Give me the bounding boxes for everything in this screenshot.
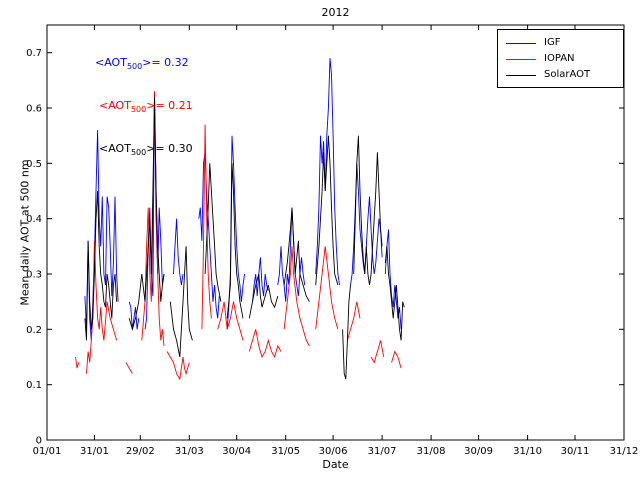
annotation-mean-solaraot-sub: 500 bbox=[130, 148, 147, 158]
series-iopan-line bbox=[391, 350, 402, 369]
series-iopan-line bbox=[315, 246, 339, 330]
x-tick-label: 31/10 bbox=[513, 446, 542, 457]
y-tick-label: 0.1 bbox=[26, 380, 42, 391]
legend: IGF IOPAN SolarAOT bbox=[497, 29, 624, 88]
annotation-mean-igf-prefix: <AOT bbox=[95, 56, 127, 69]
x-tick-label: 31/05 bbox=[271, 446, 300, 457]
x-tick-label: 30/06 bbox=[319, 446, 348, 457]
x-tick-label: 31/03 bbox=[175, 446, 204, 457]
y-tick-label: 0.4 bbox=[26, 214, 42, 225]
series-solaraot-line bbox=[315, 135, 339, 286]
series-iopan-line bbox=[125, 362, 133, 374]
annotation-mean-igf: <AOT500>= 0.32 bbox=[95, 56, 189, 71]
legend-item-iopan: IOPAN bbox=[498, 51, 623, 67]
series-solaraot-line bbox=[384, 246, 405, 341]
x-tick-label: 29/02 bbox=[126, 446, 155, 457]
legend-label-iopan: IOPAN bbox=[544, 53, 575, 64]
series-solaraot-line bbox=[128, 96, 165, 331]
y-tick-label: 0 bbox=[36, 436, 42, 447]
annotation-mean-iopan-sub: 500 bbox=[130, 105, 147, 115]
series-iopan-line bbox=[283, 246, 310, 347]
igf-line-swatch-icon bbox=[506, 42, 536, 44]
series-solaraot-line bbox=[226, 163, 244, 319]
y-tick-label: 0.5 bbox=[26, 159, 42, 170]
series-igf-line bbox=[198, 152, 220, 319]
series-igf-line bbox=[84, 130, 119, 341]
series-igf-line bbox=[173, 218, 184, 286]
series-igf-line bbox=[315, 58, 340, 286]
y-tick-label: 0.7 bbox=[26, 48, 42, 59]
x-tick-label: 30/11 bbox=[561, 446, 590, 457]
annotation-mean-igf-sub: 500 bbox=[126, 62, 143, 72]
series-solaraot-line bbox=[84, 190, 118, 341]
y-tick-label: 0.2 bbox=[26, 325, 42, 336]
x-axis-label: Date bbox=[322, 458, 349, 471]
legend-label-solaraot: SolarAOT bbox=[544, 69, 591, 80]
annotation-mean-iopan: <AOT500>= 0.21 bbox=[99, 99, 193, 114]
x-tick-label: 30/04 bbox=[222, 446, 251, 457]
x-tick-label: 31/08 bbox=[417, 446, 446, 457]
y-axis-label: Mean daily AOT at 500 nm bbox=[18, 159, 32, 306]
series-iopan-line bbox=[346, 301, 361, 341]
x-tick-label: 31/07 bbox=[368, 446, 397, 457]
legend-label-igf: IGF bbox=[544, 37, 561, 48]
solaraot-line-swatch-icon bbox=[506, 74, 536, 76]
x-tick-label: 31/12 bbox=[610, 446, 639, 457]
series-solaraot-line bbox=[283, 207, 310, 302]
series-igf-line bbox=[128, 301, 140, 330]
iopan-line-swatch-icon bbox=[506, 58, 536, 60]
series-iopan-line bbox=[248, 329, 282, 359]
legend-item-igf: IGF bbox=[498, 35, 623, 51]
chart-title: 2012 bbox=[321, 6, 350, 19]
series-iopan-line bbox=[75, 356, 80, 369]
annotation-mean-iopan-value: >= 0.21 bbox=[146, 99, 193, 112]
series-solaraot-line bbox=[248, 273, 279, 319]
x-tick-label: 01/01 bbox=[33, 446, 62, 457]
annotation-mean-solaraot: <AOT500>= 0.30 bbox=[99, 142, 193, 157]
series-solaraot-line bbox=[353, 135, 383, 286]
series-igf-line bbox=[252, 257, 269, 302]
annotation-mean-iopan-prefix: <AOT bbox=[99, 99, 131, 112]
y-tick-label: 0.3 bbox=[26, 270, 42, 281]
series-iopan-line bbox=[201, 124, 212, 330]
series-solaraot-line bbox=[169, 246, 193, 358]
series-iopan-line bbox=[86, 240, 118, 374]
annotation-mean-solaraot-value: >= 0.30 bbox=[146, 142, 193, 155]
x-tick-label: 31/01 bbox=[80, 446, 109, 457]
y-tick-label: 0.6 bbox=[26, 104, 42, 115]
series-iopan-line bbox=[370, 340, 385, 364]
series-solaraot-line bbox=[204, 163, 222, 302]
annotation-mean-igf-value: >= 0.32 bbox=[142, 56, 189, 69]
legend-item-solaraot: SolarAOT bbox=[498, 67, 623, 83]
series-iopan-line bbox=[217, 301, 244, 341]
series-solaraot-line bbox=[342, 285, 351, 380]
annotation-mean-solaraot-prefix: <AOT bbox=[99, 142, 131, 155]
x-tick-label: 30/09 bbox=[464, 446, 493, 457]
series-iopan-line bbox=[166, 351, 190, 381]
